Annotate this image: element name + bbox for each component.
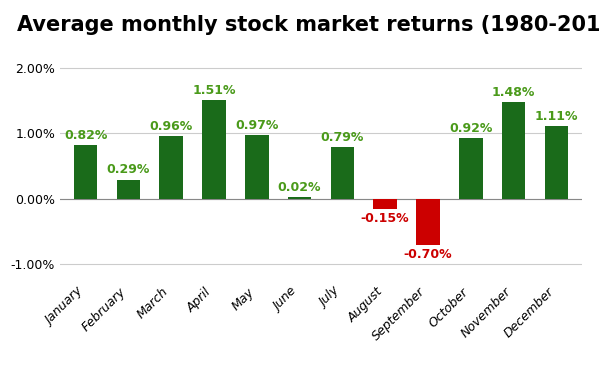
- Bar: [245, 135, 269, 199]
- Text: 0.97%: 0.97%: [235, 119, 278, 132]
- Text: 1.48%: 1.48%: [492, 86, 535, 98]
- Bar: [373, 199, 397, 209]
- Bar: [545, 126, 568, 199]
- Bar: [160, 136, 183, 199]
- Text: 1.11%: 1.11%: [535, 110, 578, 123]
- Title: Average monthly stock market returns (1980-2018): Average monthly stock market returns (19…: [17, 15, 600, 35]
- Text: 0.02%: 0.02%: [278, 181, 322, 194]
- Text: 0.29%: 0.29%: [107, 163, 150, 177]
- Bar: [416, 199, 440, 245]
- Text: 0.79%: 0.79%: [321, 131, 364, 144]
- Bar: [502, 102, 526, 199]
- Bar: [74, 145, 97, 199]
- Text: -0.15%: -0.15%: [361, 212, 409, 225]
- Bar: [288, 197, 311, 199]
- Text: 0.82%: 0.82%: [64, 129, 107, 142]
- Bar: [459, 138, 482, 199]
- Text: 1.51%: 1.51%: [192, 83, 236, 96]
- Text: 0.92%: 0.92%: [449, 122, 493, 135]
- Text: -0.70%: -0.70%: [404, 248, 452, 261]
- Bar: [202, 100, 226, 199]
- Text: 0.96%: 0.96%: [149, 120, 193, 133]
- Bar: [331, 147, 354, 199]
- Bar: [116, 180, 140, 199]
